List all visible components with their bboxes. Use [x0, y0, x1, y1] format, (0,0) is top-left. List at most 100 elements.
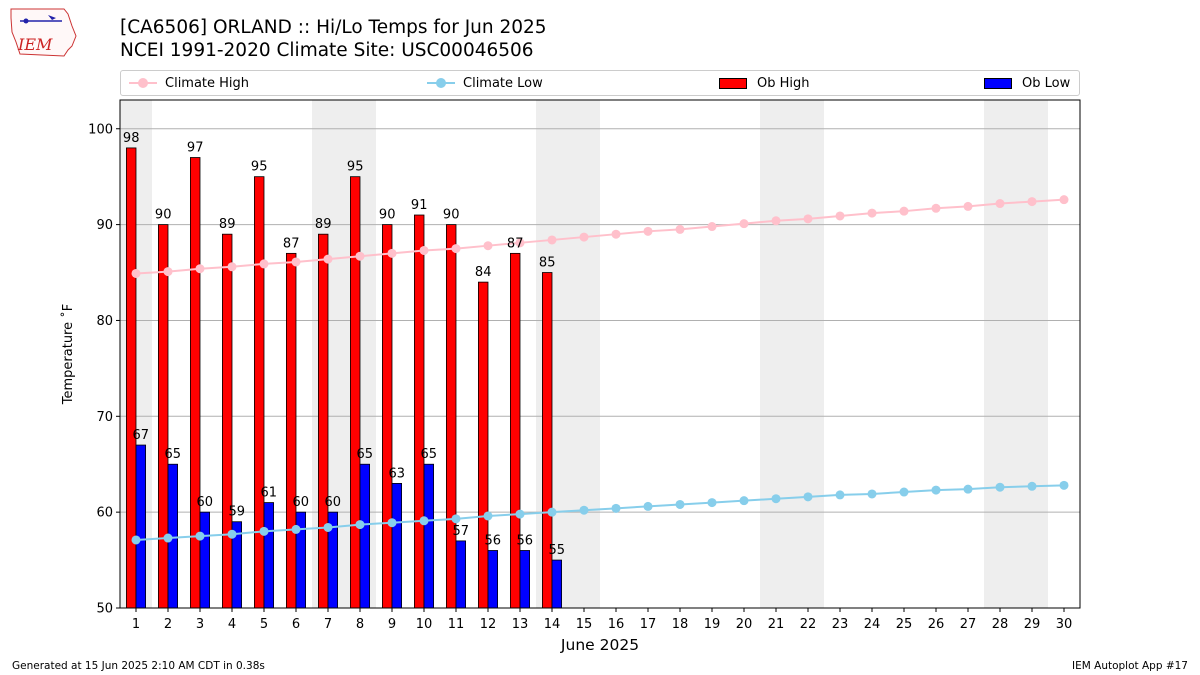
climate-low-point-14: [547, 507, 557, 517]
generated-timestamp: Generated at 15 Jun 2025 2:10 AM CDT in …: [12, 660, 265, 672]
legend-climate-high-line: [129, 78, 157, 88]
ob-low-bar-13: [519, 550, 531, 609]
climate-high-point-9: [387, 248, 397, 258]
x-tick-label-28: 28: [992, 617, 1009, 632]
ob-low-bar-8: [359, 463, 371, 609]
climate-high-point-22: [803, 214, 813, 224]
ob-low-bar-3: [199, 511, 211, 609]
ob-high-bar-4: [221, 233, 233, 609]
legend-climate-high-label: Climate High: [165, 75, 250, 91]
ob-high-label-2: 90: [155, 208, 172, 223]
climate-high-point-13: [515, 238, 525, 248]
x-tick-label-22: 22: [800, 617, 817, 632]
ob-high-bar-3: [189, 157, 201, 609]
x-tick-label-23: 23: [832, 617, 849, 632]
ob-high-label-11: 90: [443, 208, 460, 223]
ob-low-bar-9: [391, 482, 403, 609]
x-tick-label-13: 13: [512, 617, 529, 632]
climate-low-point-8: [355, 520, 365, 530]
climate-low-point-30: [1059, 480, 1069, 490]
climate-low-point-10: [419, 516, 429, 526]
climate-low-point-5: [259, 526, 269, 536]
climate-low-point-1: [131, 535, 141, 545]
climate-high-point-12: [483, 241, 493, 251]
climate-high-point-29: [1027, 197, 1037, 207]
ob-low-label-11: 57: [453, 524, 470, 539]
climate-high-point-7: [323, 254, 333, 264]
climate-high-point-11: [451, 244, 461, 254]
climate-low-point-20: [739, 496, 749, 506]
x-tick-label-6: 6: [292, 617, 300, 632]
ob-low-bar-1: [135, 444, 147, 609]
legend-ob-high: Ob High: [719, 71, 810, 95]
app-credit: IEM Autoplot App #17: [1072, 660, 1188, 672]
chart-subtitle: NCEI 1991-2020 Climate Site: USC00046506: [120, 40, 534, 61]
y-tick-label-90: 90: [96, 218, 113, 233]
x-tick-label-11: 11: [448, 617, 465, 632]
legend-ob-high-patch: [719, 77, 747, 89]
legend-climate-low-line: [427, 78, 455, 88]
y-tick-label-80: 80: [96, 314, 113, 329]
legend-ob-high-label: Ob High: [757, 75, 810, 91]
ob-high-label-9: 90: [379, 208, 396, 223]
climate-low-point-28: [995, 482, 1005, 492]
x-tick-label-24: 24: [864, 617, 881, 632]
ob-high-label-1: 98: [123, 131, 140, 146]
ob-high-label-14: 85: [539, 256, 556, 271]
climate-high-point-20: [739, 219, 749, 229]
x-tick-label-30: 30: [1056, 617, 1073, 632]
climate-high-point-30: [1059, 195, 1069, 205]
chart-title: [CA6506] ORLAND :: Hi/Lo Temps for Jun 2…: [120, 17, 547, 38]
climate-low-point-22: [803, 492, 813, 502]
ob-high-label-6: 87: [283, 236, 300, 251]
ob-high-label-13: 87: [507, 236, 524, 251]
x-tick-label-5: 5: [260, 617, 268, 632]
climate-high-point-27: [963, 201, 973, 211]
weekend-shade-21: [760, 100, 792, 608]
y-tick-label-60: 60: [96, 506, 113, 521]
x-tick-label-1: 1: [132, 617, 140, 632]
ob-low-label-8: 65: [357, 447, 374, 462]
climate-high-point-3: [195, 264, 205, 274]
y-axis-label: Temperature ˚F: [60, 304, 76, 405]
climate-high-point-15: [579, 232, 589, 242]
weekend-shade-29: [1016, 100, 1048, 608]
x-tick-label-26: 26: [928, 617, 945, 632]
ob-low-label-2: 65: [165, 447, 182, 462]
ob-high-bar-2: [157, 224, 169, 609]
x-tick-label-8: 8: [356, 617, 364, 632]
climate-low-point-2: [163, 533, 173, 543]
ob-high-label-7: 89: [315, 217, 332, 232]
climate-low-point-16: [611, 503, 621, 513]
climate-low-point-7: [323, 522, 333, 532]
climate-low-point-3: [195, 531, 205, 541]
ob-high-label-4: 89: [219, 217, 236, 232]
ob-high-label-10: 91: [411, 198, 428, 213]
legend-ob-low-label: Ob Low: [1022, 75, 1071, 91]
ob-high-bar-5: [253, 176, 265, 609]
logo-text: IEM: [17, 35, 53, 54]
ob-high-bar-12: [477, 281, 489, 609]
climate-high-point-8: [355, 251, 365, 261]
climate-high-point-5: [259, 259, 269, 269]
ob-low-label-1: 67: [133, 428, 150, 443]
ob-low-label-4: 59: [229, 505, 246, 520]
climate-high-point-14: [547, 235, 557, 245]
ob-low-label-12: 56: [485, 533, 502, 548]
climate-low-point-15: [579, 505, 589, 515]
climate-low-point-23: [835, 490, 845, 500]
x-tick-label-20: 20: [736, 617, 753, 632]
x-tick-label-17: 17: [640, 617, 657, 632]
iem-logo: IEM: [10, 8, 77, 57]
climate-high-point-21: [771, 216, 781, 226]
climate-high-point-28: [995, 199, 1005, 209]
x-tick-label-15: 15: [576, 617, 593, 632]
legend-ob-low-patch: [984, 77, 1012, 89]
climate-low-point-27: [963, 484, 973, 494]
climate-high-point-6: [291, 257, 301, 267]
x-tick-label-25: 25: [896, 617, 913, 632]
climate-high-point-17: [643, 226, 653, 236]
climate-high-line: [135, 198, 1065, 275]
x-tick-label-29: 29: [1024, 617, 1041, 632]
